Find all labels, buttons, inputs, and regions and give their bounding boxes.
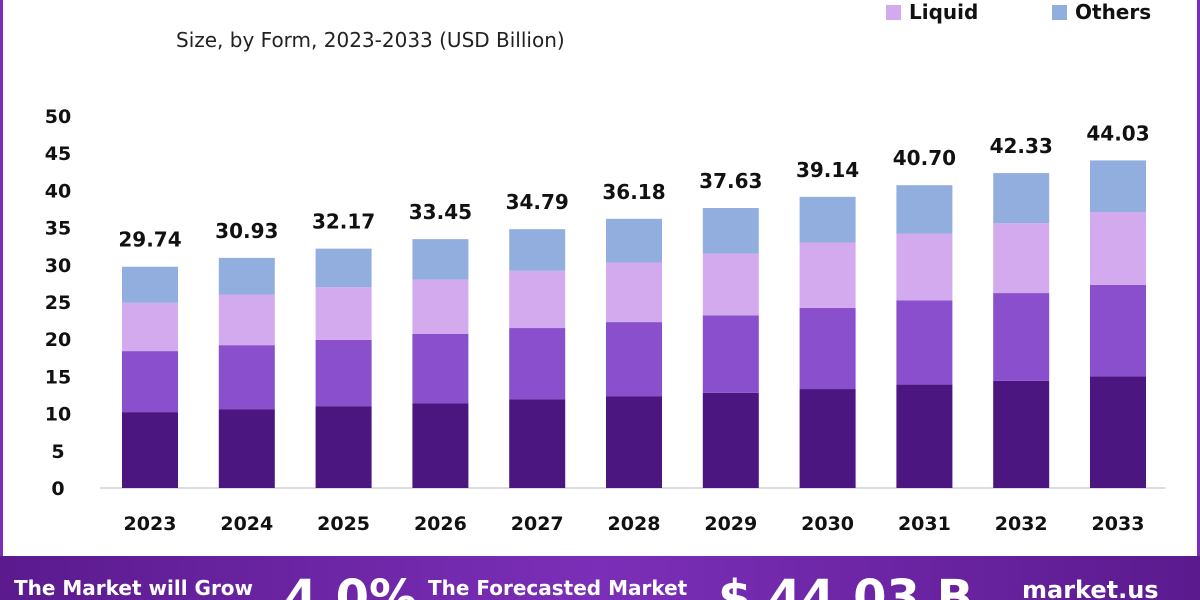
bar-segment-4 (509, 229, 566, 271)
bar-segment-1 (993, 380, 1050, 488)
bar-segment-3 (896, 233, 953, 301)
y-tick-label: 25 (45, 292, 71, 314)
bar-segment-2 (1090, 284, 1146, 377)
frame-border-left (0, 0, 3, 556)
stacked-bar-chart: 0510152025303540455029.74202330.93202432… (45, 106, 1165, 535)
bar-segment-2 (896, 300, 953, 385)
bar-segment-3 (218, 294, 275, 346)
x-tick-label: 2028 (608, 513, 661, 535)
bar-total-label: 42.33 (990, 134, 1053, 158)
legend-item-others: Others (1052, 0, 1151, 24)
x-tick-label: 2024 (220, 513, 273, 535)
bar-segment-2 (606, 322, 662, 397)
bar-segment-2 (993, 293, 1050, 381)
banner-forecast-value: $ 44.03 B (718, 570, 974, 600)
bar-segment-2 (315, 339, 372, 407)
legend-item-liquid: Liquid (886, 0, 978, 24)
x-tick-label: 2023 (124, 513, 177, 535)
bar-segment-1 (509, 399, 566, 488)
summary-banner: The Market will Grow 4.0% The Forecasted… (0, 556, 1200, 600)
legend-label-others: Others (1075, 0, 1152, 24)
bar-segment-4 (412, 239, 469, 280)
y-tick-label: 0 (51, 478, 64, 500)
bar-total-label: 30.93 (215, 219, 278, 243)
x-tick-label: 2026 (414, 513, 467, 535)
legend-swatch-liquid (886, 5, 901, 20)
bar-total-label: 44.03 (1086, 121, 1149, 145)
y-tick-label: 30 (45, 255, 71, 277)
banner-cagr-value: 4.0% (284, 570, 418, 600)
bar-total-label: 33.45 (409, 200, 472, 224)
banner-forecast-text: The Forecasted Market (428, 576, 688, 600)
x-tick-label: 2031 (898, 513, 951, 535)
bar-segment-1 (122, 412, 178, 488)
bar-segment-3 (993, 223, 1050, 294)
banner-brand: market.us (1022, 576, 1159, 600)
y-tick-label: 20 (45, 329, 71, 351)
x-tick-label: 2029 (704, 513, 757, 535)
banner-grow-text: The Market will Grow (14, 576, 254, 600)
bar-segment-3 (412, 279, 469, 334)
bar-total-label: 37.63 (699, 169, 762, 193)
y-tick-label: 45 (45, 143, 71, 165)
bar-segment-4 (606, 218, 662, 263)
legend-label-liquid: Liquid (909, 0, 979, 24)
bar-segment-3 (606, 262, 662, 323)
bar-segment-2 (218, 345, 275, 410)
x-tick-label: 2033 (1092, 513, 1145, 535)
y-tick-label: 40 (45, 180, 71, 202)
y-tick-label: 5 (51, 441, 64, 463)
legend-swatch-others (1052, 5, 1067, 20)
x-tick-label: 2030 (801, 513, 854, 535)
bar-segment-3 (1090, 211, 1146, 285)
y-tick-label: 50 (45, 106, 71, 128)
bar-segment-3 (702, 253, 759, 316)
chart-subtitle: Size, by Form, 2023-2033 (USD Billion) (176, 28, 565, 52)
bar-segment-1 (412, 403, 469, 488)
bar-segment-3 (509, 270, 566, 329)
bar-segment-4 (702, 208, 759, 254)
bar-segment-1 (606, 396, 662, 488)
bar-segment-4 (1090, 160, 1146, 212)
bar-total-label: 34.79 (506, 190, 569, 214)
bar-segment-2 (122, 351, 178, 413)
bar-segment-1 (702, 392, 759, 488)
x-tick-label: 2025 (317, 513, 370, 535)
bar-segment-4 (896, 185, 953, 234)
bar-segment-2 (799, 307, 856, 390)
frame-border-right (1197, 0, 1200, 556)
y-tick-label: 10 (45, 404, 71, 426)
bar-segment-2 (412, 333, 469, 404)
bar-segment-4 (122, 266, 178, 303)
bar-segment-4 (799, 196, 856, 243)
bar-segment-2 (509, 328, 566, 400)
bar-segment-3 (122, 302, 178, 352)
x-tick-label: 2032 (995, 513, 1048, 535)
bar-segment-3 (799, 242, 856, 308)
bar-segment-1 (1090, 376, 1146, 488)
bar-segment-1 (218, 409, 275, 488)
bar-total-label: 39.14 (796, 158, 859, 182)
y-tick-label: 35 (45, 218, 71, 240)
bar-total-label: 36.18 (602, 180, 665, 204)
bar-segment-1 (799, 389, 856, 488)
y-tick-label: 15 (45, 366, 71, 388)
x-tick-label: 2027 (511, 513, 564, 535)
bar-segment-1 (315, 406, 372, 488)
bar-total-label: 40.70 (893, 146, 956, 170)
bar-total-label: 32.17 (312, 210, 375, 234)
bar-segment-1 (896, 384, 953, 488)
bar-segment-3 (315, 287, 372, 340)
bar-total-label: 29.74 (118, 228, 181, 252)
bar-segment-4 (218, 257, 275, 295)
bar-segment-4 (993, 173, 1050, 224)
bar-segment-4 (315, 248, 372, 288)
bar-segment-2 (702, 315, 759, 393)
